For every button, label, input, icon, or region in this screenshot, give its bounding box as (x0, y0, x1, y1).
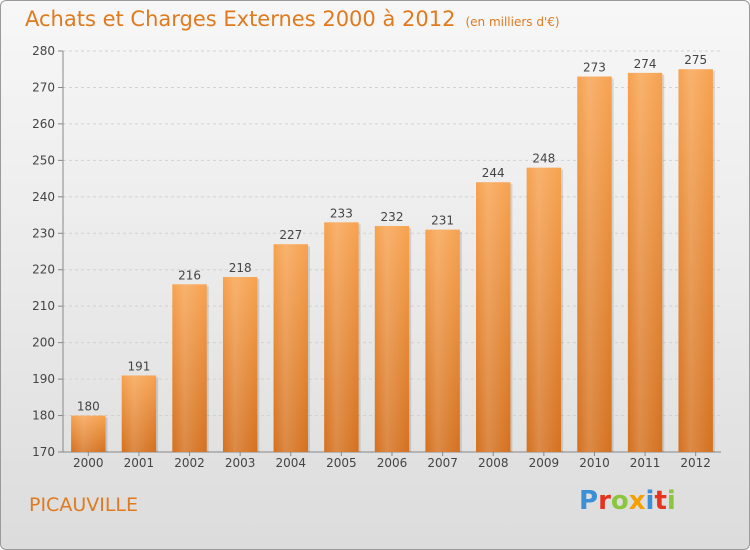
y-tick-label: 190 (32, 372, 55, 386)
bar-shine (172, 284, 207, 452)
x-tick-label: 2003 (225, 456, 256, 470)
bar-shine (678, 69, 713, 453)
logo-letter: t (654, 486, 667, 516)
data-label: 216 (178, 268, 201, 282)
y-tick-label: 270 (32, 80, 55, 94)
data-labels: 180 191 216 218 227 233 232 231 244 248 273 274 275 (77, 53, 707, 413)
commune-name: PICAUVILLE (29, 494, 139, 516)
axes: 170 180 190 200 210 220 230 240 250 260 270 280 2000… (32, 44, 721, 470)
chart-title: Achats et Charges Externes 2000 à 2012 (e… (25, 7, 560, 31)
data-label: 232 (381, 210, 404, 224)
x-tick-label: 2006 (377, 456, 408, 470)
bar-shine (121, 375, 157, 452)
logo-letter: i (666, 486, 676, 516)
bar-shine (374, 225, 410, 452)
y-tick-label: 220 (32, 263, 55, 277)
data-label: 273 (583, 61, 606, 75)
chart-title-main: Achats et Charges Externes 2000 à 2012 (25, 7, 456, 31)
x-tick-label: 2000 (73, 456, 104, 470)
data-label: 191 (127, 359, 150, 373)
bar-shine (526, 167, 562, 452)
y-tick-label: 230 (32, 226, 55, 240)
bar-shine (577, 76, 612, 452)
y-tick-label: 250 (32, 153, 55, 167)
bars (71, 69, 715, 453)
logo-letter: i (645, 486, 655, 516)
data-label: 227 (279, 228, 302, 242)
x-tick-label: 2005 (326, 456, 357, 470)
x-tick-label: 2009 (529, 456, 560, 470)
chart-title-unit: (en milliers d'€) (465, 15, 560, 29)
x-tick-label: 2012 (680, 456, 711, 470)
y-tick-label: 240 (32, 190, 55, 204)
x-tick-label: 2011 (630, 456, 661, 470)
data-label: 233 (330, 206, 353, 220)
logo-letter: P (579, 486, 599, 516)
y-tick-label: 260 (32, 117, 55, 131)
y-tick-label: 210 (32, 299, 55, 313)
x-tick-label: 2008 (478, 456, 509, 470)
bar-shine (425, 229, 460, 452)
data-label: 231 (431, 214, 454, 228)
data-label: 180 (77, 400, 100, 414)
x-tick-label: 2007 (427, 456, 458, 470)
y-tick-label: 180 (32, 409, 55, 423)
x-tick-label: 2004 (275, 456, 306, 470)
x-tick-label: 2002 (174, 456, 205, 470)
logo-letter: x (628, 486, 646, 516)
x-tick-label: 2001 (124, 456, 155, 470)
data-label: 244 (482, 166, 505, 180)
bar-shine (222, 277, 258, 452)
bar-shine (71, 415, 106, 452)
bar-shine (627, 72, 663, 452)
data-label: 275 (684, 53, 707, 67)
bar-shine (273, 244, 308, 452)
bar-shine (324, 222, 359, 452)
bar-shine (476, 182, 511, 452)
y-tick-label: 200 (32, 336, 55, 350)
y-tick-label: 280 (32, 44, 55, 58)
proxiti-logo: Proxiti (579, 486, 676, 516)
data-label: 248 (532, 152, 555, 166)
logo-letter: o (610, 486, 629, 516)
logo-letter: r (598, 486, 611, 516)
data-label: 274 (634, 57, 657, 71)
x-tick-label: 2010 (579, 456, 610, 470)
data-label: 218 (229, 261, 252, 275)
y-tick-label: 170 (32, 445, 55, 459)
